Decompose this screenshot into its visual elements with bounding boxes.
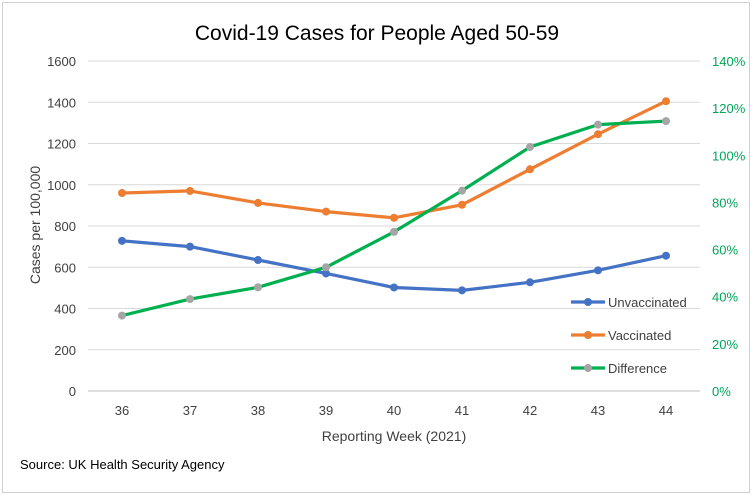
data-point [390,283,398,292]
x-tick-label: 37 [183,403,197,418]
data-point [118,311,126,320]
data-point [322,269,330,278]
y-tick-label: 600 [54,260,76,275]
left-axis-ticks: 0 200 400 600 800 1000 1200 1400 1600 [47,54,76,399]
x-tick-label: 43 [591,403,605,418]
y-tick-label: 0 [69,384,76,399]
data-point [526,165,534,174]
data-point [662,251,670,260]
chart-title: Covid-19 Cases for People Aged 50-59 [195,22,559,45]
data-point [594,266,602,275]
series-line [120,99,668,220]
series-unvaccinated [118,236,670,295]
data-point [186,186,194,195]
data-point [322,207,330,216]
gridlines [88,60,700,392]
x-tick-label: 39 [319,403,333,418]
y-tick-label: 400 [54,302,76,317]
data-point [526,143,534,152]
x-axis-ticks: 36 37 38 39 40 41 42 43 44 [115,403,673,418]
data-point [526,278,534,287]
y2-tick-label: 60% [712,243,738,258]
data-point [594,120,602,129]
y-tick-label: 800 [54,219,76,234]
series-difference [118,117,670,320]
x-tick-label: 38 [251,403,265,418]
y2-tick-label: 20% [712,337,738,352]
data-point [390,213,398,222]
y2-tick-label: 80% [712,195,738,210]
legend-marker [584,298,592,306]
right-axis-ticks: 0% 20% 40% 60% 80% 100% 120% 140% [712,54,746,399]
y2-tick-label: 120% [712,101,746,116]
legend-marker [584,331,592,339]
data-point [594,130,602,139]
y-tick-label: 1400 [47,95,76,110]
y2-tick-label: 40% [712,290,738,305]
data-point [458,186,466,195]
y-axis-label: Cases per 100,000 [27,166,43,285]
legend: Unvaccinated Vaccinated Difference [571,295,687,376]
x-axis-label: Reporting Week (2021) [322,428,466,444]
legend-label: Vaccinated [608,328,671,343]
y2-tick-label: 100% [712,148,746,163]
x-tick-label: 40 [387,403,401,418]
y2-tick-label: 0% [712,384,731,399]
data-point [118,189,126,197]
data-point [458,200,466,209]
legend-item: Difference [571,361,667,376]
data-point [186,242,194,251]
data-point [322,263,330,272]
series-layer [118,97,670,320]
series-line [120,239,668,292]
y2-tick-label: 140% [712,54,746,69]
y-tick-label: 1200 [47,137,76,152]
data-point [118,236,126,245]
data-point [254,256,262,265]
y-tick-label: 1600 [47,54,76,69]
x-tick-label: 36 [115,403,129,418]
x-tick-label: 41 [455,403,469,418]
data-point [390,227,398,236]
legend-label: Difference [608,361,667,376]
data-point [254,198,262,207]
legend-item: Unvaccinated [571,295,687,310]
x-tick-label: 44 [659,403,673,418]
y-tick-label: 1000 [47,178,76,193]
legend-item: Vaccinated [571,328,671,343]
series-vaccinated [118,97,670,222]
x-tick-label: 42 [523,403,537,418]
data-point [662,97,670,106]
source-note: Source: UK Health Security Agency [20,457,225,472]
legend-label: Unvaccinated [608,295,687,310]
data-point [458,286,466,295]
data-point [186,295,194,304]
data-point [254,283,262,292]
y-tick-label: 200 [54,343,76,358]
legend-marker [584,364,592,372]
data-point [662,117,670,126]
